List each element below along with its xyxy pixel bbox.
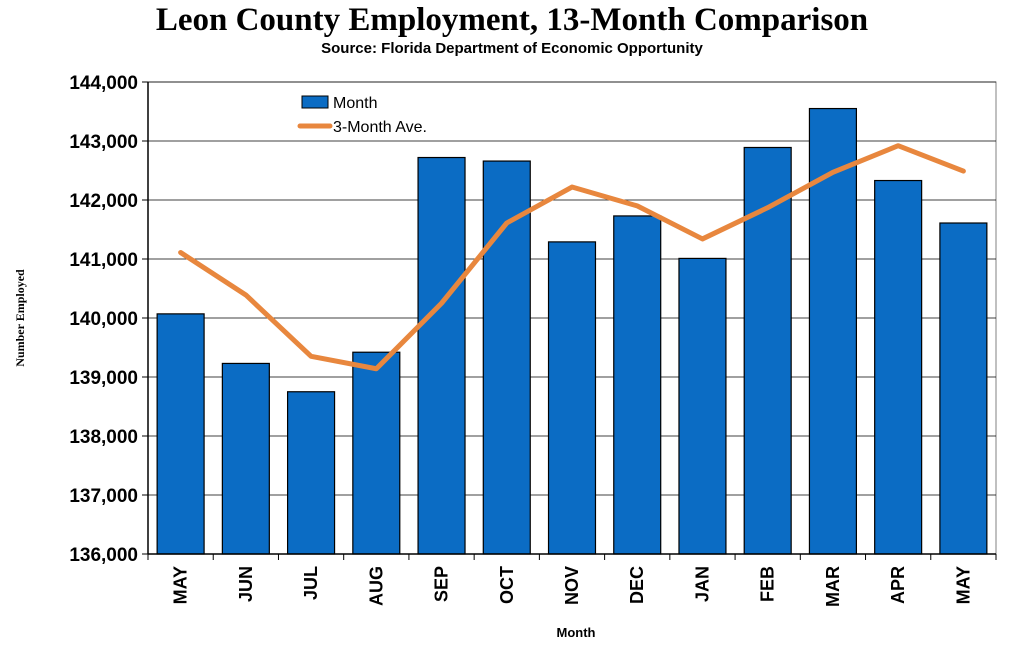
bar-may-12 [939, 222, 988, 555]
x-tick-label: AUG [366, 566, 386, 606]
x-axis-ticks: MAY JUN JUL AUG SEP OCT NOV DEC JAN FEB MAR APR MAY [147, 554, 997, 607]
line-point-7 [636, 205, 638, 207]
y-tick-label: 138,000 [69, 427, 138, 448]
line-point-6 [571, 186, 573, 188]
y-axis-label: Number Employed [13, 269, 27, 367]
x-tick-label: APR [888, 566, 908, 604]
legend: Month 3-Month Ave. [297, 95, 427, 136]
bar-jan-8 [678, 257, 727, 555]
x-tick-label: DEC [627, 566, 647, 604]
y-tick-label: 143,000 [69, 132, 138, 153]
line-point-5 [506, 222, 508, 224]
y-tick-label: 142,000 [69, 191, 138, 212]
bar-aug-3 [352, 351, 401, 555]
x-tick-label: MAY [171, 566, 191, 604]
x-axis-label: Month [557, 625, 596, 640]
bar-jul-2 [286, 391, 336, 555]
x-tick-label: NOV [562, 566, 582, 605]
line-point-9 [767, 207, 769, 209]
chart-subtitle: Source: Florida Department of Economic O… [321, 40, 703, 57]
y-tick-label: 141,000 [69, 250, 138, 271]
x-tick-label: SEP [432, 566, 452, 602]
x-tick-label: JUN [236, 566, 256, 602]
chart-title: Leon County Employment, 13-Month Compari… [155, 2, 869, 38]
x-tick-label: JAN [692, 566, 712, 602]
y-tick-label: 137,000 [69, 486, 138, 507]
bar-jun-1 [221, 362, 270, 555]
y-tick-label: 144,000 [69, 73, 138, 94]
y-tick-label: 140,000 [69, 309, 138, 330]
line-point-2 [310, 355, 312, 357]
line-point-0 [180, 252, 182, 254]
x-tick-label: MAR [823, 566, 843, 607]
x-tick-label: FEB [758, 566, 778, 602]
line-point-10 [832, 171, 834, 173]
y-tick-label: 136,000 [69, 545, 138, 566]
legend-swatch-month [301, 95, 329, 109]
bar-mar-10 [808, 107, 858, 555]
bar-apr-11 [874, 179, 923, 555]
line-point-12 [962, 170, 964, 172]
bar-sep-4 [417, 156, 466, 555]
y-tick-label: 139,000 [69, 368, 138, 389]
bar-dec-7 [613, 215, 662, 555]
legend-label-3-month-ave: 3-Month Ave. [333, 119, 427, 136]
line-series [178, 143, 966, 372]
y-axis-ticks: 136,000 137,000 138,000 139,000 140,000 141,0… [69, 73, 148, 566]
x-tick-label: MAY [953, 566, 973, 604]
bar-oct-5 [482, 160, 531, 555]
bar-may-0 [156, 313, 205, 555]
line-point-1 [245, 294, 247, 296]
line-point-11 [897, 145, 899, 147]
x-tick-label: JUL [301, 566, 321, 600]
x-tick-label: OCT [497, 566, 517, 604]
line-point-8 [701, 238, 703, 240]
bar-nov-6 [547, 241, 597, 555]
line-point-3 [375, 368, 377, 370]
line-point-4 [441, 302, 443, 304]
legend-label-month: Month [333, 95, 377, 112]
